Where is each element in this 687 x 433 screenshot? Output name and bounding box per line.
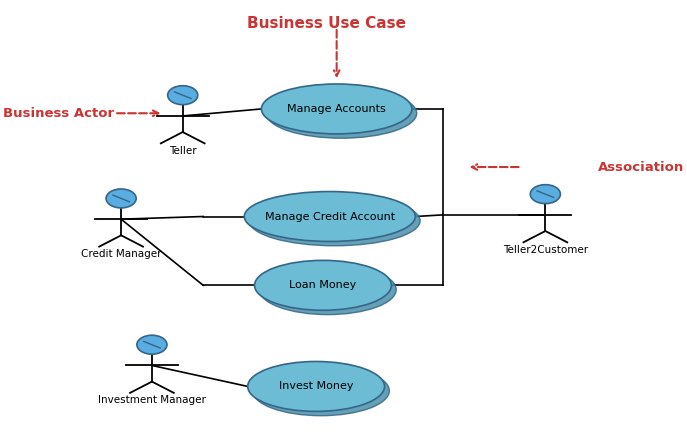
Ellipse shape: [266, 88, 417, 138]
Text: Business Actor: Business Actor: [3, 107, 115, 120]
Circle shape: [106, 189, 136, 208]
Text: Loan Money: Loan Money: [289, 280, 357, 291]
Circle shape: [168, 86, 198, 105]
Ellipse shape: [259, 265, 396, 315]
Ellipse shape: [245, 191, 416, 242]
Text: Manage Accounts: Manage Accounts: [287, 104, 386, 114]
Circle shape: [137, 335, 167, 354]
Ellipse shape: [253, 366, 390, 416]
Text: Invest Money: Invest Money: [279, 381, 353, 391]
Ellipse shape: [261, 84, 412, 134]
Ellipse shape: [248, 362, 385, 411]
Text: Teller2Customer: Teller2Customer: [503, 245, 588, 255]
Text: Teller: Teller: [169, 146, 196, 156]
Text: Association: Association: [598, 161, 684, 174]
Circle shape: [530, 184, 561, 204]
Text: Investment Manager: Investment Manager: [98, 395, 206, 405]
Text: Credit Manager: Credit Manager: [81, 249, 161, 259]
Text: Business Use Case: Business Use Case: [247, 16, 406, 32]
Text: Manage Credit Account: Manage Credit Account: [264, 211, 395, 222]
Ellipse shape: [249, 196, 420, 246]
Ellipse shape: [255, 260, 392, 310]
